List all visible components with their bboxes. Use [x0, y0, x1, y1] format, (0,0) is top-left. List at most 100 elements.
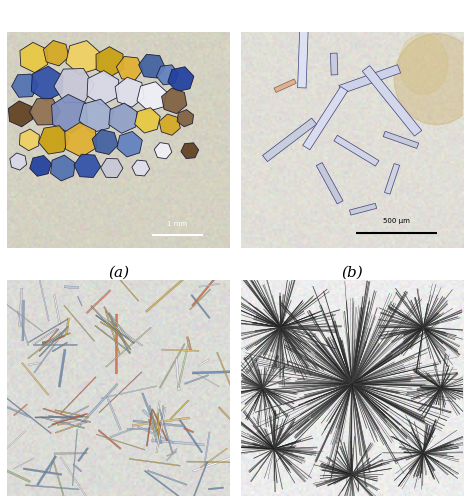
Polygon shape — [339, 65, 401, 94]
Polygon shape — [147, 470, 187, 485]
Ellipse shape — [394, 34, 474, 124]
Polygon shape — [263, 118, 317, 162]
Polygon shape — [170, 400, 189, 419]
Polygon shape — [77, 296, 82, 306]
Polygon shape — [2, 468, 30, 483]
Polygon shape — [86, 290, 111, 313]
Polygon shape — [178, 418, 203, 453]
Polygon shape — [303, 87, 348, 150]
Polygon shape — [49, 415, 91, 422]
Polygon shape — [0, 430, 26, 456]
Polygon shape — [5, 406, 31, 418]
Text: (b): (b) — [341, 266, 363, 280]
Polygon shape — [198, 359, 209, 366]
Polygon shape — [190, 289, 210, 310]
Polygon shape — [39, 278, 49, 321]
Polygon shape — [28, 362, 41, 365]
Polygon shape — [186, 337, 191, 350]
Polygon shape — [9, 101, 33, 127]
Polygon shape — [166, 449, 177, 461]
Polygon shape — [101, 386, 157, 399]
Polygon shape — [132, 160, 150, 176]
Polygon shape — [151, 413, 159, 435]
Polygon shape — [362, 66, 422, 136]
Polygon shape — [200, 448, 228, 468]
Polygon shape — [65, 122, 97, 157]
Polygon shape — [52, 342, 67, 352]
Polygon shape — [138, 54, 165, 78]
Polygon shape — [28, 332, 62, 359]
Polygon shape — [142, 409, 151, 417]
Polygon shape — [187, 461, 242, 463]
Ellipse shape — [399, 34, 448, 94]
Polygon shape — [96, 47, 123, 77]
Polygon shape — [98, 429, 121, 450]
Polygon shape — [42, 339, 55, 343]
Polygon shape — [133, 420, 184, 427]
Text: 500 μm: 500 μm — [383, 218, 410, 224]
Polygon shape — [28, 319, 68, 343]
Polygon shape — [51, 155, 75, 181]
Polygon shape — [13, 458, 34, 469]
Polygon shape — [26, 485, 79, 490]
Polygon shape — [104, 306, 126, 343]
Polygon shape — [74, 154, 100, 177]
Polygon shape — [135, 108, 160, 133]
Polygon shape — [39, 329, 59, 351]
Polygon shape — [66, 41, 100, 75]
Polygon shape — [156, 407, 166, 453]
Polygon shape — [54, 295, 61, 325]
Polygon shape — [61, 376, 96, 414]
Polygon shape — [22, 362, 49, 396]
Polygon shape — [152, 410, 168, 441]
Polygon shape — [316, 163, 343, 204]
Polygon shape — [110, 321, 131, 350]
Polygon shape — [31, 66, 63, 101]
Polygon shape — [72, 429, 78, 486]
Polygon shape — [23, 468, 62, 475]
Polygon shape — [78, 448, 89, 462]
Polygon shape — [152, 401, 160, 442]
Polygon shape — [95, 325, 131, 353]
Polygon shape — [168, 67, 194, 92]
Polygon shape — [106, 428, 134, 439]
Polygon shape — [96, 434, 145, 450]
Polygon shape — [11, 74, 38, 97]
Text: 1 mm: 1 mm — [167, 221, 188, 227]
Polygon shape — [95, 315, 135, 344]
Polygon shape — [148, 419, 155, 432]
Polygon shape — [194, 372, 219, 387]
Polygon shape — [19, 129, 39, 151]
Polygon shape — [41, 417, 84, 428]
Polygon shape — [187, 461, 208, 504]
Polygon shape — [91, 305, 124, 340]
Polygon shape — [35, 328, 57, 344]
Polygon shape — [142, 393, 163, 444]
Polygon shape — [42, 333, 70, 344]
Polygon shape — [162, 349, 199, 351]
Polygon shape — [106, 327, 151, 367]
Polygon shape — [330, 53, 338, 75]
Polygon shape — [199, 283, 219, 287]
Polygon shape — [10, 153, 27, 170]
Polygon shape — [162, 88, 187, 113]
Polygon shape — [115, 314, 118, 374]
Polygon shape — [159, 114, 180, 135]
Polygon shape — [87, 71, 118, 105]
Polygon shape — [177, 109, 193, 127]
Polygon shape — [217, 352, 231, 386]
Polygon shape — [65, 318, 70, 335]
Polygon shape — [54, 69, 94, 103]
Polygon shape — [384, 164, 400, 194]
Polygon shape — [109, 313, 130, 354]
Polygon shape — [39, 326, 68, 357]
Polygon shape — [116, 56, 143, 80]
Polygon shape — [20, 42, 48, 73]
Polygon shape — [191, 263, 228, 306]
Polygon shape — [181, 143, 199, 159]
Polygon shape — [100, 159, 123, 177]
Polygon shape — [127, 428, 156, 430]
Polygon shape — [60, 457, 91, 503]
Polygon shape — [159, 344, 185, 388]
Polygon shape — [52, 420, 85, 424]
